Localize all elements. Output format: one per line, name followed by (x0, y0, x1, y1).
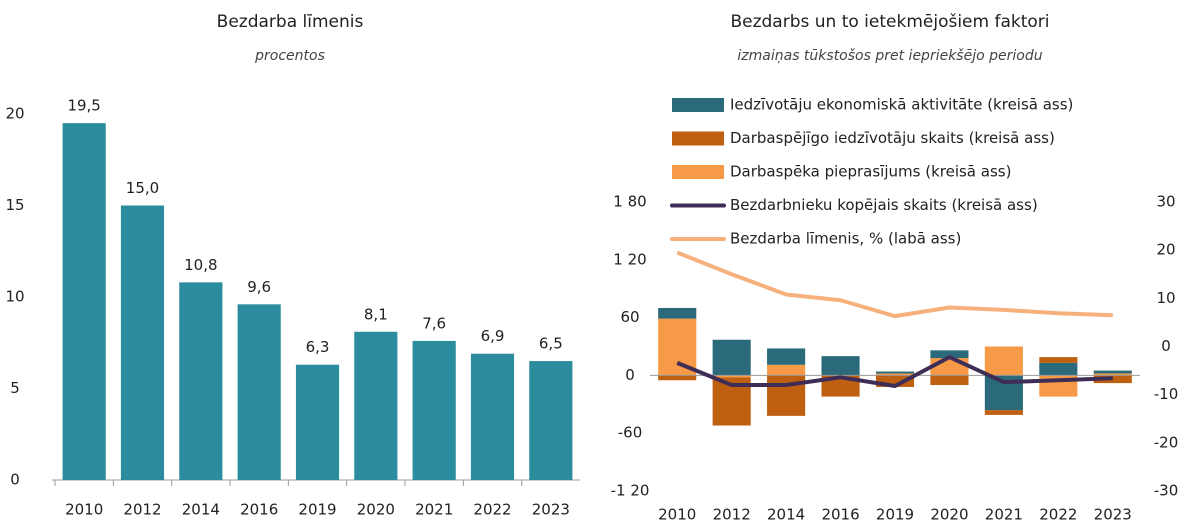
value-label: 19,5 (67, 97, 100, 115)
y-tick-label: 1 80 (613, 193, 646, 211)
y-tick-label: 0 (625, 366, 635, 384)
y-tick-label: 5 (10, 379, 20, 397)
x-tick-label: 2016 (240, 501, 278, 519)
x-tick-label: 2010 (65, 501, 103, 519)
bar-segment (658, 307, 697, 319)
bar-segment (658, 375, 697, 381)
legend-label: Darbaspējīgo iedzīvotāju skaits (kreisā … (730, 129, 1055, 147)
x-tick-label: 2012 (123, 501, 161, 519)
chart-title: Bezdarba līmenis (217, 12, 364, 32)
x-tick-label: 2023 (1094, 506, 1132, 520)
y-tick-label: 15 (5, 196, 24, 214)
bar (120, 205, 165, 480)
bar-segment (1039, 357, 1078, 363)
y-tick-label: -60 (618, 424, 643, 442)
value-label: 9,6 (247, 278, 271, 296)
y-tick-label: 10 (5, 288, 24, 306)
x-tick-label: 2023 (532, 501, 570, 519)
x-tick-label: 2021 (985, 506, 1023, 520)
bar (354, 331, 398, 480)
bar-segment (930, 358, 969, 376)
bar (179, 282, 223, 480)
value-label: 10,8 (184, 256, 217, 274)
y2-tick-label: 20 (1156, 241, 1175, 259)
x-tick-label: 2010 (658, 506, 696, 520)
bar-segment (1093, 373, 1132, 376)
x-tick-label: 2021 (415, 501, 453, 519)
bar-segment (875, 375, 915, 387)
x-tick-label: 2019 (876, 506, 914, 520)
y-tick-label: 60 (620, 308, 639, 326)
bar-segment (1093, 370, 1132, 374)
line (676, 355, 1113, 388)
y2-tick-label: -20 (1154, 433, 1179, 451)
y-tick-label: 20 (5, 105, 24, 123)
x-tick-label: 2020 (930, 506, 968, 520)
bar-segment (984, 346, 1023, 376)
bar (295, 364, 340, 480)
bar-segment (875, 371, 915, 374)
bar (470, 353, 515, 480)
value-label: 6,9 (481, 327, 505, 345)
value-label: 15,0 (126, 179, 159, 197)
x-tick-label: 2012 (713, 506, 751, 520)
chart-subtitle: procentos (254, 48, 325, 64)
y2-tick-label: -30 (1154, 482, 1179, 500)
chart-title: Bezdarbs un to ietekmējošiem faktori (730, 12, 1049, 32)
legend-swatch (672, 131, 724, 146)
y-tick-label: 1 20 (613, 250, 646, 268)
x-tick-label: 2020 (357, 501, 395, 519)
chart-subtitle: izmaiņas tūkstošos pret iepriekšējo peri… (737, 48, 1042, 64)
bar-segment (930, 375, 969, 386)
value-label: 6,5 (539, 335, 563, 353)
line (676, 250, 1113, 319)
bar-segment (1039, 362, 1078, 376)
x-tick-label: 2016 (821, 506, 859, 520)
legend-label: Bezdarba līmenis, % (labā ass) (730, 230, 961, 248)
legend-swatch (672, 98, 724, 112)
value-label: 7,6 (422, 314, 446, 332)
y2-tick-label: 10 (1156, 289, 1175, 307)
bar-segment (712, 339, 751, 376)
legend-label: Bezdarbnieku kopējais skaits (kreisā ass… (730, 196, 1038, 214)
bar-segment (930, 350, 969, 359)
y2-tick-label: 30 (1156, 193, 1175, 211)
x-tick-label: 2014 (767, 506, 805, 520)
bar-segment (875, 373, 915, 376)
bar (62, 123, 106, 481)
x-tick-label: 2022 (1039, 506, 1077, 520)
y-tick-label: 0 (10, 471, 20, 489)
legend-swatch (672, 165, 724, 179)
x-tick-label: 2022 (473, 501, 511, 519)
y-tick-label: -1 20 (611, 482, 650, 500)
legend-label: Darbaspēka pieprasījums (kreisā ass) (730, 163, 1011, 181)
y2-tick-label: 0 (1161, 337, 1171, 355)
value-label: 6,3 (306, 338, 330, 356)
x-tick-label: 2019 (298, 501, 336, 519)
bar (529, 361, 573, 480)
bar-segment (821, 356, 860, 376)
bar-segment (984, 410, 1023, 415)
bar (237, 304, 281, 480)
bar-segment (712, 375, 751, 378)
value-label: 8,1 (364, 305, 388, 323)
legend-label: Iedzīvotāju ekonomiskā aktivitāte (kreis… (730, 96, 1073, 114)
y2-tick-label: -10 (1154, 385, 1179, 403)
x-tick-label: 2014 (182, 501, 220, 519)
bar-segment (767, 364, 806, 376)
bar (412, 340, 456, 480)
bar-segment (767, 348, 806, 365)
